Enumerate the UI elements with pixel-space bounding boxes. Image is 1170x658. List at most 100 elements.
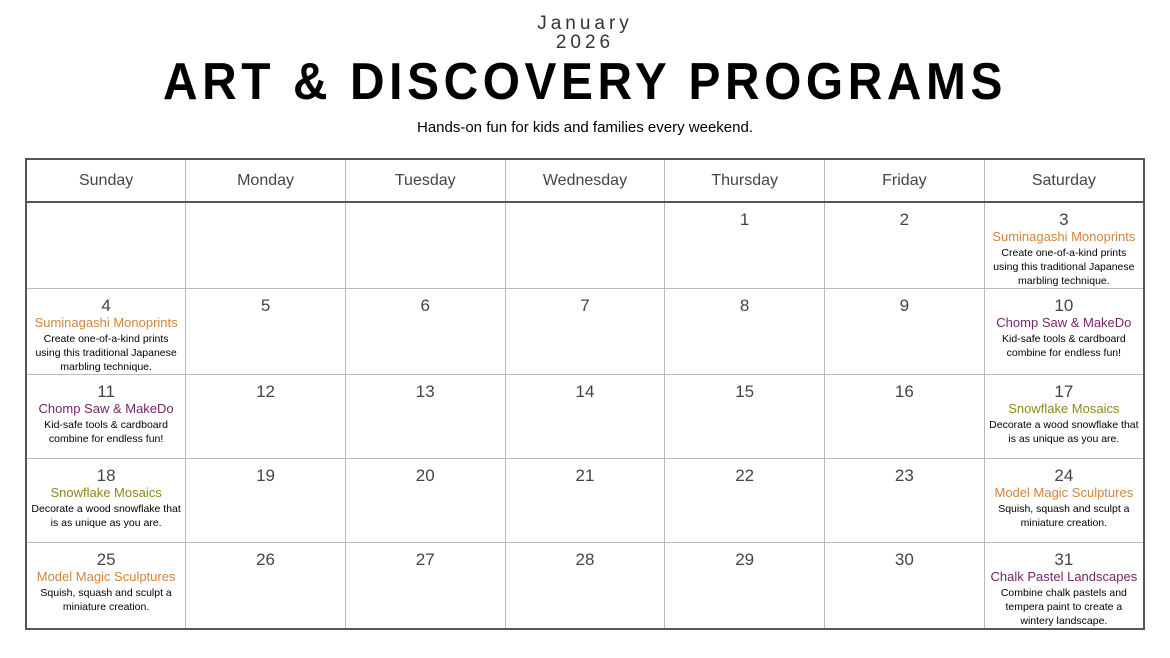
day-cell: 19: [185, 458, 346, 543]
day-number: 4: [101, 296, 111, 315]
day-cell: 31 Chalk Pastel Landscapes Combine chalk p…: [983, 542, 1145, 630]
day-cell: 4 Suminagashi Monoprints Create one-of-a-k…: [25, 288, 187, 375]
event-title: Model Magic Sculptures: [994, 485, 1134, 500]
day-cell: 7: [504, 288, 666, 375]
day-cell: 26: [185, 542, 346, 630]
event-description: Create one-of-a-kind prints using this t…: [35, 333, 177, 373]
day-number: 16: [894, 382, 914, 401]
day-cell: 13: [344, 374, 506, 459]
day-number: 30: [894, 550, 914, 569]
event-description: Kid-safe tools & cardboard combine for e…: [1001, 333, 1126, 359]
day-cell: 18 Snowflake Mosaics Decorate a wood snowf…: [25, 458, 187, 543]
page-title: ART & DISCOVERY PROGRAMS: [162, 53, 1008, 111]
day-number: 25: [96, 550, 116, 569]
day-header-sunday: Sunday: [25, 158, 187, 203]
event-title: Chomp Saw & MakeDo: [996, 315, 1132, 330]
day-cell: [25, 201, 187, 289]
day-header-wednesday: Wednesday: [504, 158, 666, 203]
month-label: January: [537, 13, 633, 34]
day-cell: 22: [664, 458, 826, 543]
day-number: 8: [739, 296, 750, 315]
day-number: 23: [894, 466, 914, 485]
day-cell: 8: [664, 288, 826, 375]
day-cell: 15: [664, 374, 826, 459]
day-cell: [344, 201, 506, 289]
day-number: 15: [735, 382, 755, 401]
day-header-friday: Friday: [824, 158, 985, 203]
day-number: 9: [899, 296, 910, 315]
day-number: 5: [260, 296, 271, 315]
day-cell: 24 Model Magic Sculptures Squish, squash a…: [983, 458, 1145, 543]
day-number: 27: [415, 550, 435, 569]
day-cell: 1: [664, 201, 826, 289]
day-cell: 27: [344, 542, 506, 630]
event-description: Squish, squash and sculpt a miniature cr…: [40, 587, 172, 613]
day-cell: 23: [824, 458, 985, 543]
week-row: 25 Model Magic Sculptures Squish, squash a…: [25, 542, 1145, 630]
event-description: Squish, squash and sculpt a miniature cr…: [998, 503, 1130, 529]
event-title: Chomp Saw & MakeDo: [38, 401, 174, 416]
day-number: 19: [256, 466, 276, 485]
day-number: 31: [1054, 550, 1074, 569]
day-cell: 16: [824, 374, 985, 459]
event-title: Chalk Pastel Landscapes: [990, 569, 1138, 584]
week-row: 4 Suminagashi Monoprints Create one-of-a-k…: [25, 288, 1145, 375]
day-number: 17: [1054, 382, 1074, 401]
event-description: Create one-of-a-kind prints using this t…: [993, 247, 1135, 287]
day-number: 20: [415, 466, 435, 485]
day-number: 7: [580, 296, 590, 315]
day-number: 1: [739, 210, 750, 229]
calendar-grid: Sunday Monday Tuesday Wednesday Thursday Frid…: [25, 158, 1145, 630]
day-header-tuesday: Tuesday: [344, 158, 506, 203]
day-cell: 21: [504, 458, 666, 543]
event-description: Combine chalk pastels and tempera paint …: [1000, 587, 1127, 627]
day-cell: 25 Model Magic Sculptures Squish, squash a…: [25, 542, 187, 630]
day-number: 22: [735, 466, 755, 485]
day-number: 2: [899, 210, 910, 229]
day-number: 3: [1059, 210, 1069, 229]
day-number: 11: [97, 382, 115, 401]
day-cell: 10 Chomp Saw & MakeDo Kid-safe tools & car…: [983, 288, 1145, 375]
event-description: Kid-safe tools & cardboard combine for e…: [44, 419, 168, 445]
day-cell: 3 Suminagashi Monoprints Create one-of-a-k…: [983, 201, 1145, 289]
day-cell: 9: [824, 288, 985, 375]
event-title: Model Magic Sculptures: [36, 569, 176, 584]
day-number: 24: [1054, 466, 1074, 485]
event-title: Snowflake Mosaics: [50, 485, 162, 500]
day-number: 21: [575, 466, 595, 485]
day-number: 28: [575, 550, 595, 569]
week-row: 11 Chomp Saw & MakeDo Kid-safe tools & car…: [25, 374, 1145, 459]
day-number: 6: [420, 296, 430, 315]
day-cell: 17 Snowflake Mosaics Decorate a wood snowf…: [983, 374, 1145, 459]
week-row: 1 2 3 Suminagashi Monoprints Create one-of-a…: [25, 201, 1145, 289]
day-cell: 30: [824, 542, 985, 630]
day-cell: 28: [504, 542, 666, 630]
day-cell: 11 Chomp Saw & MakeDo Kid-safe tools & car…: [25, 374, 187, 459]
event-title: Suminagashi Monoprints: [992, 229, 1136, 244]
day-header-monday: Monday: [185, 158, 346, 203]
day-header-thursday: Thursday: [664, 158, 826, 203]
event-title: Suminagashi Monoprints: [34, 315, 178, 330]
day-number: 29: [735, 550, 755, 569]
day-cell: 14: [504, 374, 666, 459]
day-number: 14: [575, 382, 595, 401]
day-cell: 29: [664, 542, 826, 630]
day-number: 12: [256, 382, 276, 401]
day-cell: [185, 201, 346, 289]
page-subtitle: Hands-on fun for kids and families every…: [416, 119, 753, 136]
week-row: 18 Snowflake Mosaics Decorate a wood snowf…: [25, 458, 1145, 543]
day-cell: [504, 201, 666, 289]
day-number: 10: [1054, 296, 1074, 315]
day-number: 13: [415, 382, 435, 401]
day-cell: 6: [344, 288, 506, 375]
day-number: 18: [96, 466, 116, 485]
event-description: Decorate a wood snowflake that is as uni…: [31, 503, 181, 529]
event-description: Decorate a wood snowflake that is as uni…: [989, 419, 1139, 445]
day-cell: 2: [824, 201, 985, 289]
day-cell: 20: [344, 458, 506, 543]
event-title: Snowflake Mosaics: [1008, 401, 1120, 416]
day-cell: 5: [185, 288, 346, 375]
day-header-saturday: Saturday: [983, 158, 1145, 203]
day-number: 26: [256, 550, 276, 569]
day-cell: 12: [185, 374, 346, 459]
